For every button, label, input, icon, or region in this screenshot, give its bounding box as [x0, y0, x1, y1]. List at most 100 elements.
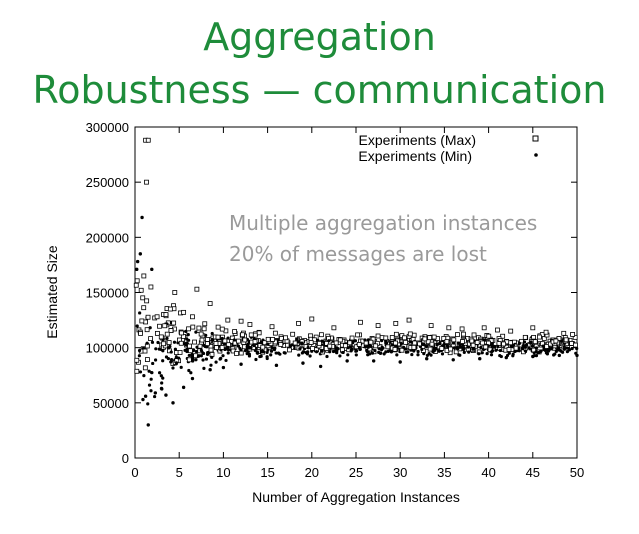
scatter-point-min: [221, 365, 226, 370]
scatter-point-max: [393, 320, 399, 326]
scatter-point-max: [508, 328, 514, 334]
scatter-point-max: [522, 334, 528, 340]
scatter-point-max: [256, 330, 262, 336]
scatter-point-min: [562, 347, 567, 351]
scatter-point-min: [147, 369, 151, 373]
scatter-point-min: [142, 374, 146, 378]
scatter-point-min: [150, 340, 155, 344]
scatter-point-min: [377, 347, 382, 351]
scatter-point-min: [206, 351, 210, 355]
scatter-point-min: [221, 354, 225, 358]
x-tick-label: 30: [393, 465, 407, 480]
scatter-point-min: [531, 354, 535, 359]
scatter-point-max: [171, 320, 177, 326]
scatter-point-min: [283, 351, 287, 355]
scatter-point-max: [172, 290, 178, 295]
scatter-point-max: [412, 340, 418, 346]
scatter-point-min: [245, 345, 249, 349]
scatter-point-min: [341, 350, 345, 355]
scatter-point-max: [513, 345, 519, 351]
scatter-point-max: [134, 278, 140, 284]
legend-label-max: Experiments (Max): [359, 132, 476, 148]
scatter-point-max: [310, 346, 315, 351]
scatter-point-min: [504, 355, 508, 360]
scatter-point-max: [196, 325, 202, 331]
scatter-point-max: [451, 337, 457, 343]
scatter-point-max: [265, 336, 271, 342]
x-tick-label: 15: [260, 465, 274, 480]
scatter-point-max: [459, 326, 465, 332]
scatter-point-max: [162, 323, 168, 329]
scatter-point-min: [157, 371, 162, 375]
scatter-point-max: [572, 334, 578, 340]
y-tick-labels: 0 50000 100000 150000 200000 250000 300000: [86, 120, 129, 466]
scatter-point-min: [513, 349, 517, 354]
scatter-point-min: [274, 363, 279, 368]
scatter-point-max: [219, 345, 225, 350]
scatter-point-min: [561, 350, 565, 354]
scatter-point-max: [347, 340, 353, 346]
scatter-point-min: [511, 354, 515, 358]
scatter-point-max: [236, 338, 241, 344]
scatter-point-max: [383, 335, 389, 341]
scatter-point-min: [146, 423, 150, 427]
scatter-point-max: [181, 309, 187, 315]
x-tick-label: 50: [570, 465, 584, 480]
scatter-point-max: [399, 347, 405, 353]
scatter-point-min: [466, 345, 470, 349]
scatter-point-max: [161, 341, 167, 347]
scatter-point-min: [314, 350, 319, 354]
scatter-point-min: [452, 341, 456, 345]
scatter-point-max: [148, 284, 154, 290]
scatter-point-max: [142, 365, 148, 371]
scatter-point-max: [219, 326, 225, 332]
scatter-point-min: [458, 353, 462, 357]
scatter-point-max: [194, 286, 200, 292]
scatter-point-min: [177, 356, 181, 360]
scatter-point-max: [375, 323, 381, 329]
scatter-point-max: [187, 343, 192, 349]
y-tick-label: 100000: [86, 341, 129, 356]
scatter-point-min: [523, 344, 527, 348]
x-tick-label: 35: [437, 465, 451, 480]
scatter-point-max: [311, 337, 317, 343]
scatter-point-max: [247, 322, 253, 327]
scatter-point-min: [534, 346, 538, 350]
scatter-point-max: [190, 314, 195, 320]
y-tick-label: 250000: [86, 175, 129, 190]
scatter-point-min: [345, 359, 349, 363]
scatter-point-max: [403, 339, 408, 345]
scatter-point-min: [269, 353, 273, 357]
scatter-point-max: [186, 326, 191, 332]
scatter-point-max: [455, 332, 460, 338]
scatter-point-min: [557, 353, 562, 358]
scatter-point-max: [248, 332, 254, 338]
scatter-point-min: [137, 348, 142, 353]
scatter-point-min: [173, 347, 178, 351]
scatter-point-min: [410, 352, 414, 357]
scatter-point-min: [354, 353, 358, 357]
scatter-point-max: [145, 314, 151, 320]
scatter-point-max: [506, 347, 512, 352]
scatter-point-max: [202, 321, 208, 327]
scatter-point-max: [342, 343, 348, 349]
scatter-point-min: [471, 347, 475, 351]
scatter-point-min: [539, 349, 543, 353]
scatter-point-min: [199, 354, 203, 358]
scatter-point-max: [260, 344, 266, 350]
scatter-point-max: [324, 340, 330, 346]
scatter-point-min: [373, 348, 377, 353]
scatter-point-min: [462, 346, 466, 350]
scatter-point-min: [298, 347, 302, 351]
scatter-point-max: [358, 319, 363, 325]
scatter-point-min: [153, 391, 158, 395]
scatter-point-max: [278, 342, 284, 347]
scatter-point-max: [208, 347, 214, 353]
scatter-point-max: [501, 341, 506, 347]
legend: Experiments (Max) Experiments (Min): [358, 132, 539, 164]
scatter-point-min: [201, 358, 205, 362]
scatter-point-min: [269, 349, 274, 353]
scatter-point-max: [333, 340, 339, 346]
scatter-point-min: [520, 346, 524, 350]
scatter-point-min: [258, 354, 262, 359]
